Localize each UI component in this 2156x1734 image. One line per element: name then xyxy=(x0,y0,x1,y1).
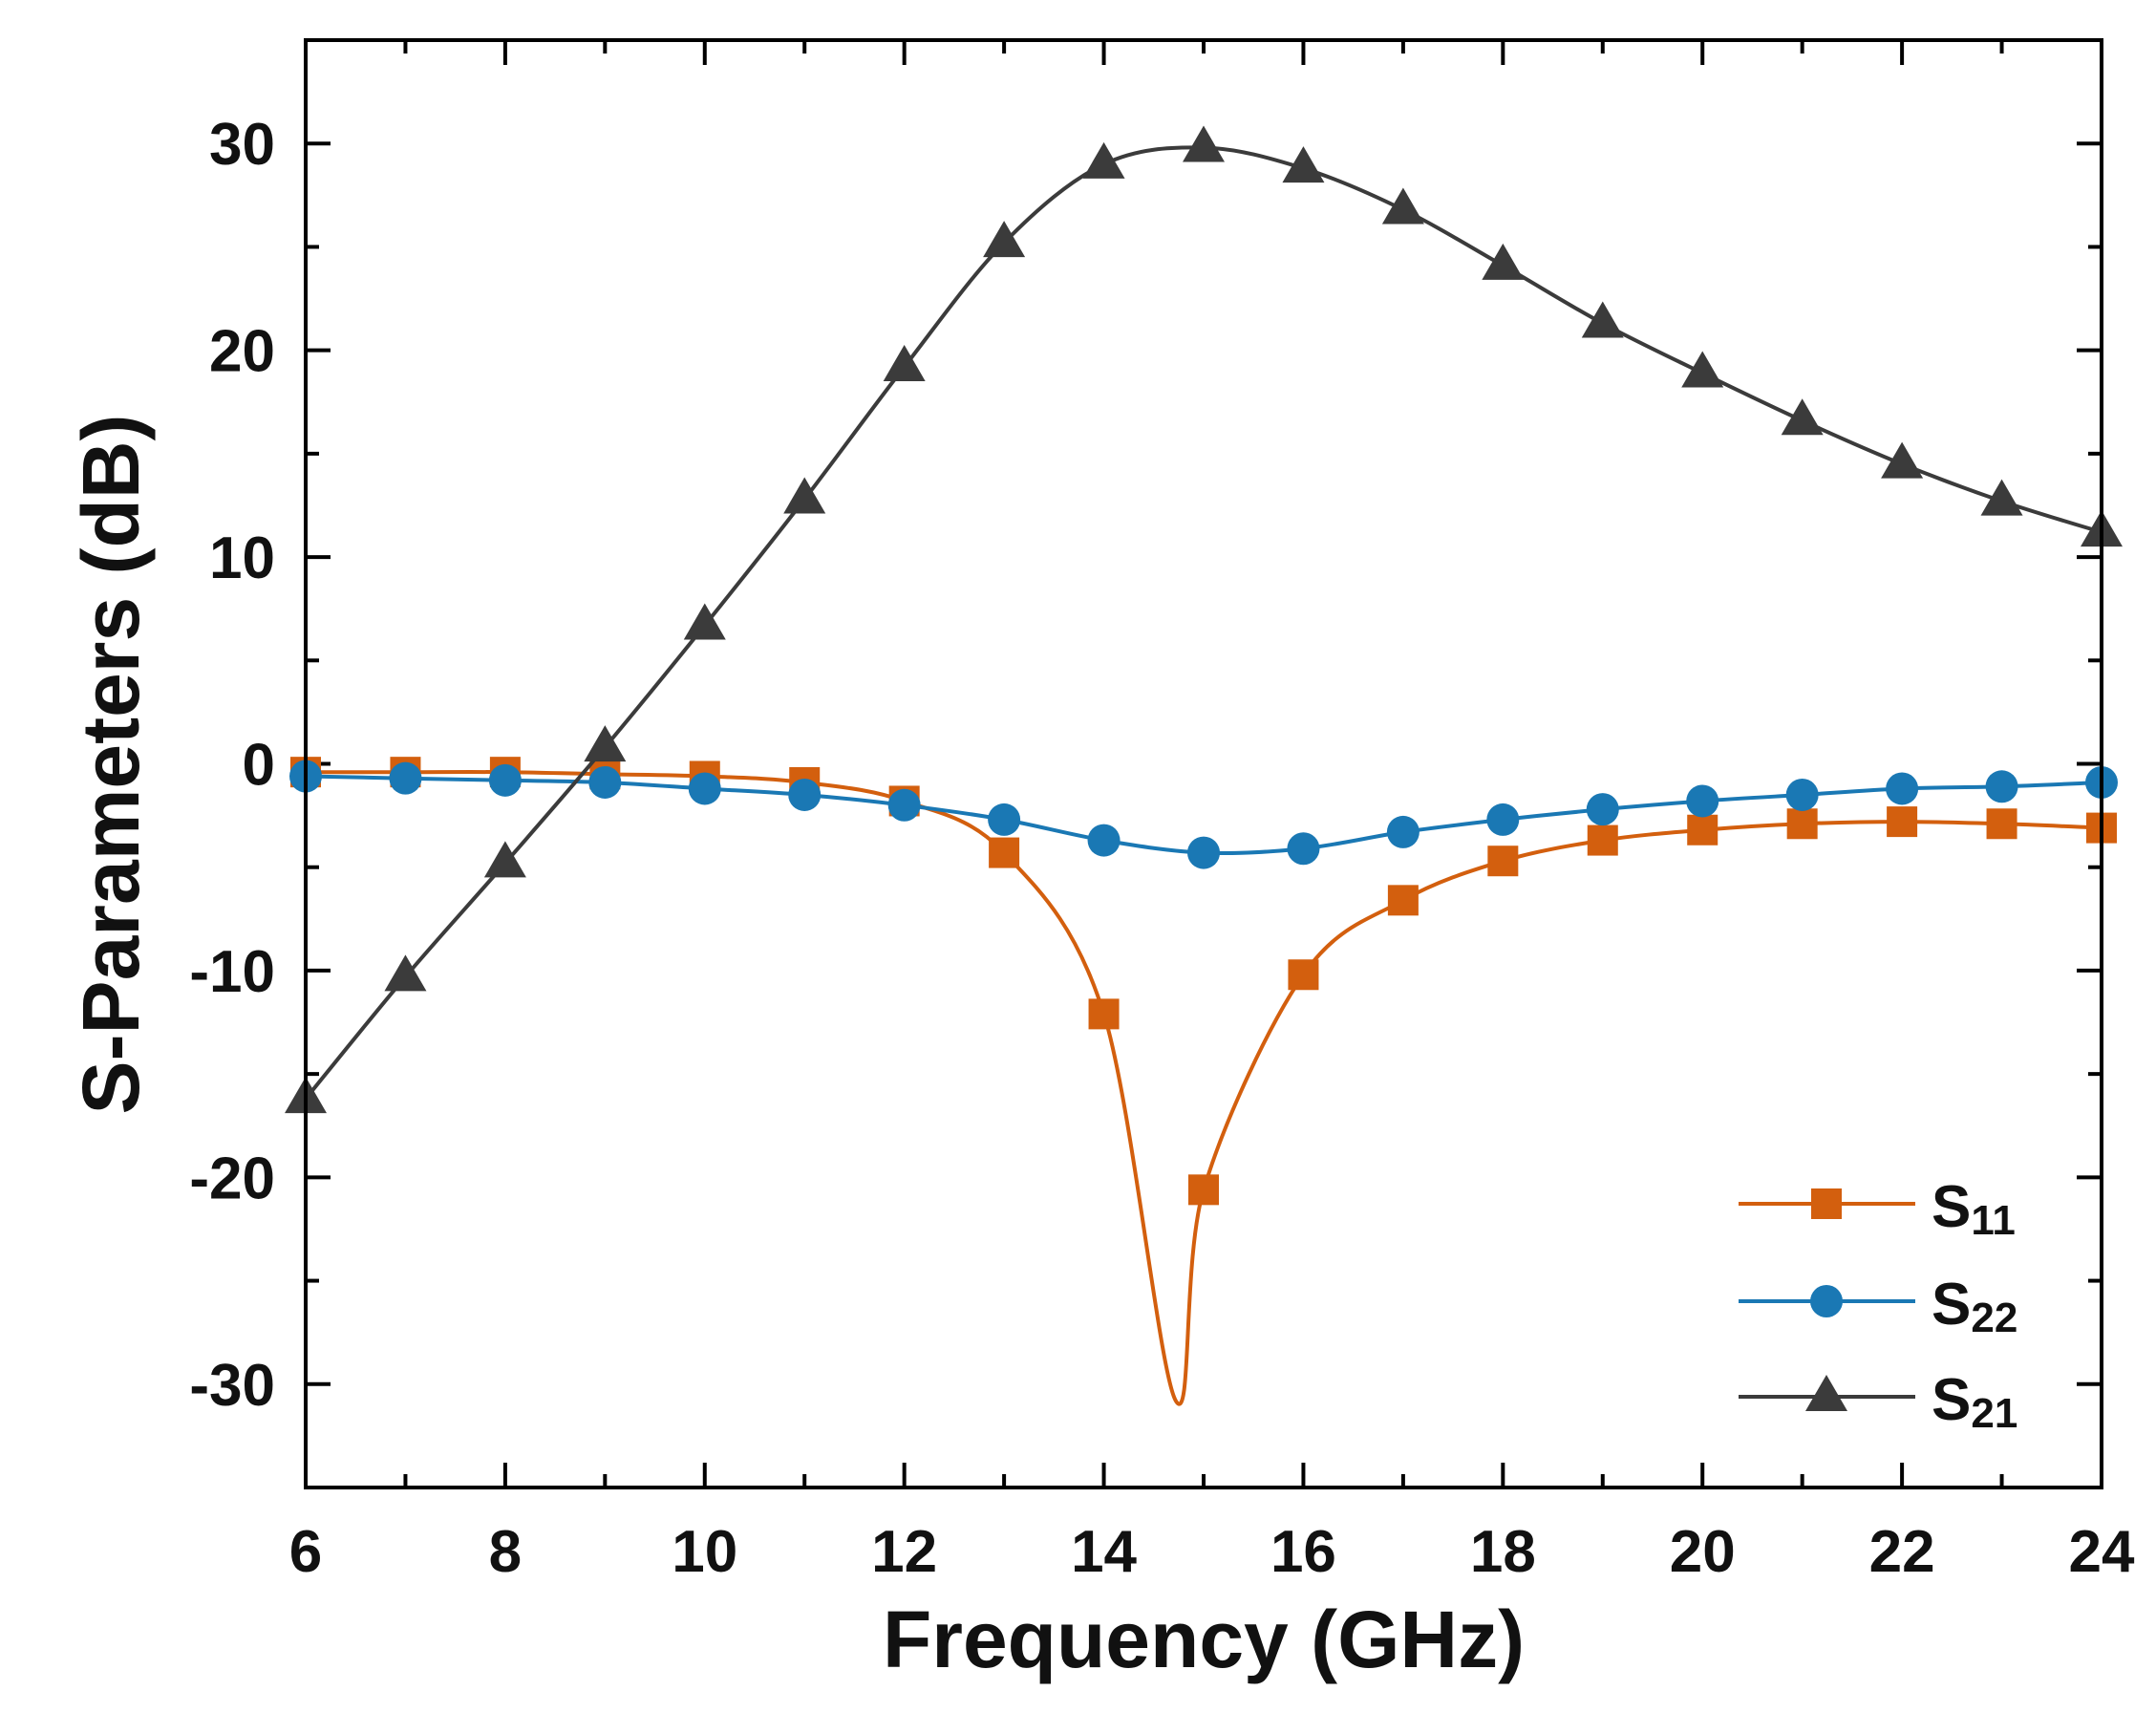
data-point-S21 xyxy=(1881,441,1924,479)
data-point-S21 xyxy=(584,725,627,762)
data-point-S11 xyxy=(989,837,1020,868)
x-tick-label: 8 xyxy=(489,1519,522,1585)
data-point-S22 xyxy=(1586,793,1619,826)
data-point-S21 xyxy=(1082,141,1125,179)
x-tick-label: 16 xyxy=(1270,1519,1336,1585)
x-tick-label: 10 xyxy=(672,1519,737,1585)
x-axis-title: Frequency (GHz) xyxy=(883,1595,1525,1684)
data-point-S21 xyxy=(883,344,926,381)
data-point-S21 xyxy=(1681,351,1724,388)
data-point-S11 xyxy=(1487,846,1519,877)
data-point-S22 xyxy=(488,763,522,797)
data-point-S21 xyxy=(483,841,526,878)
data-point-S22 xyxy=(1886,772,1919,805)
data-point-S11 xyxy=(1887,806,1918,838)
data-point-S22 xyxy=(887,788,921,822)
plot-series xyxy=(285,125,2123,1406)
x-tick-label: 20 xyxy=(1670,1519,1736,1585)
series-S22 xyxy=(289,760,2118,869)
data-point-S22 xyxy=(1187,836,1220,869)
data-point-S21 xyxy=(1282,146,1325,183)
data-point-S21 xyxy=(1980,479,2023,516)
legend-item-S22: S22 xyxy=(1739,1272,2017,1341)
x-tick-label: 14 xyxy=(1071,1519,1137,1585)
y-tick-label: -20 xyxy=(189,1145,275,1211)
data-point-S22 xyxy=(988,803,1021,836)
x-tick-label: 24 xyxy=(2069,1519,2135,1585)
data-point-S21 xyxy=(1381,187,1424,225)
data-point-S21 xyxy=(384,954,427,992)
y-axis-title: S-Parameters (dB) xyxy=(66,415,156,1115)
legend-item-S11: S11 xyxy=(1739,1174,2016,1244)
data-point-S21 xyxy=(1581,301,1624,338)
y-tick-label: 0 xyxy=(243,733,275,799)
series-S21 xyxy=(285,125,2123,1114)
series-line-S11 xyxy=(306,770,2103,1406)
y-tick-label: -30 xyxy=(189,1353,275,1419)
legend-label: S21 xyxy=(1932,1367,2017,1437)
data-point-S21 xyxy=(1183,125,1225,162)
x-tick-label: 22 xyxy=(1869,1519,1935,1585)
legend: S11 S22 S21 xyxy=(1739,1174,2017,1437)
data-point-S22 xyxy=(688,772,721,805)
plot-frame xyxy=(304,38,2103,1489)
data-point-S11 xyxy=(1786,808,1818,840)
y-tick-label: 10 xyxy=(209,525,275,591)
x-tick-label: 12 xyxy=(871,1519,937,1585)
data-point-S22 xyxy=(788,778,822,811)
data-point-S21 xyxy=(683,603,726,640)
data-point-S21 xyxy=(983,221,1026,258)
data-point-S11 xyxy=(1587,824,1618,856)
y-tick-label: -10 xyxy=(189,939,275,1005)
y-tick-label: 30 xyxy=(209,112,275,178)
data-point-S11 xyxy=(1387,885,1419,916)
data-point-S22 xyxy=(1486,803,1520,836)
data-point-S21 xyxy=(783,477,826,514)
legend-marker xyxy=(1811,1188,1842,1219)
axis-ticks xyxy=(304,40,2103,1488)
data-point-S11 xyxy=(1687,814,1718,846)
data-point-S11 xyxy=(1288,959,1319,991)
data-point-S21 xyxy=(1482,243,1525,280)
y-tick-label: 20 xyxy=(209,319,275,385)
y-tick-labels: 30 20 10 0 -10 -20 -30 xyxy=(189,112,275,1419)
data-point-S11 xyxy=(1188,1174,1219,1206)
data-point-S22 xyxy=(1386,815,1420,848)
x-tick-labels: 6 8 10 12 14 16 18 20 22 24 xyxy=(289,1519,2135,1585)
data-point-S11 xyxy=(1986,808,2017,840)
x-tick-label: 6 xyxy=(289,1519,322,1585)
legend-marker xyxy=(1805,1375,1847,1411)
data-point-S21 xyxy=(1781,398,1824,436)
data-point-S11 xyxy=(1088,998,1120,1030)
legend-label: S22 xyxy=(1932,1272,2017,1341)
legend-item-S21: S21 xyxy=(1739,1367,2017,1437)
data-point-S22 xyxy=(1985,770,2018,803)
data-point-S22 xyxy=(1087,824,1121,857)
data-point-S22 xyxy=(1686,784,1719,818)
data-point-S22 xyxy=(588,765,622,799)
legend-label: S11 xyxy=(1932,1174,2016,1244)
legend-marker xyxy=(1810,1285,1843,1317)
data-point-S22 xyxy=(1287,832,1320,866)
x-tick-label: 18 xyxy=(1470,1519,1536,1585)
data-point-S22 xyxy=(389,761,422,795)
data-point-S22 xyxy=(1785,778,1819,811)
series-line-S21 xyxy=(304,145,2103,1101)
